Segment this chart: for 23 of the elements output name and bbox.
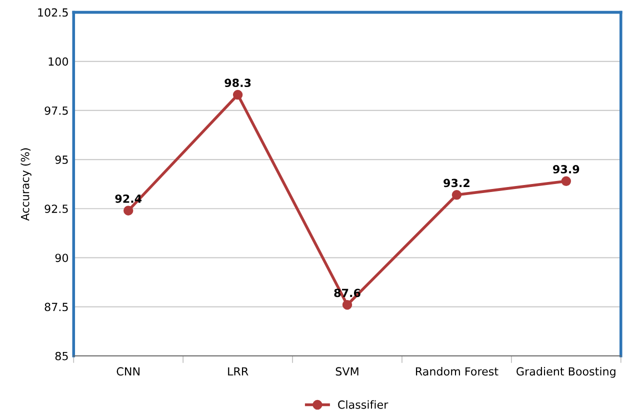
point [342,300,352,310]
data-label: 93.9 [553,165,580,174]
y-axis-title: Accuracy (%) [20,148,32,221]
x-tick-label: LRR [228,367,248,376]
y-tick-label: 97.5 [44,106,68,115]
legend-label: Classifier [338,400,388,409]
point [561,176,572,186]
point [123,206,134,216]
data-label: 93.2 [444,178,470,188]
x-tick-label: SVM [336,367,358,376]
y-tick-label: 92.5 [44,204,68,214]
point [452,190,462,200]
data-label: 98.3 [224,78,251,88]
y-tick-label: 87.5 [44,302,68,312]
x-tick-label: CNN [116,367,140,376]
point [232,90,243,100]
y-tick-label: 102.5 [38,8,68,17]
y-tick-label: 85 [55,352,68,360]
x-tick-label: Gradient Boosting [516,366,616,378]
y-tick-label: 95 [55,156,68,164]
x-tick-label: Random Forest [416,366,498,376]
y-tick-label: 90 [55,254,68,262]
y-tick-label: 100 [48,57,68,66]
